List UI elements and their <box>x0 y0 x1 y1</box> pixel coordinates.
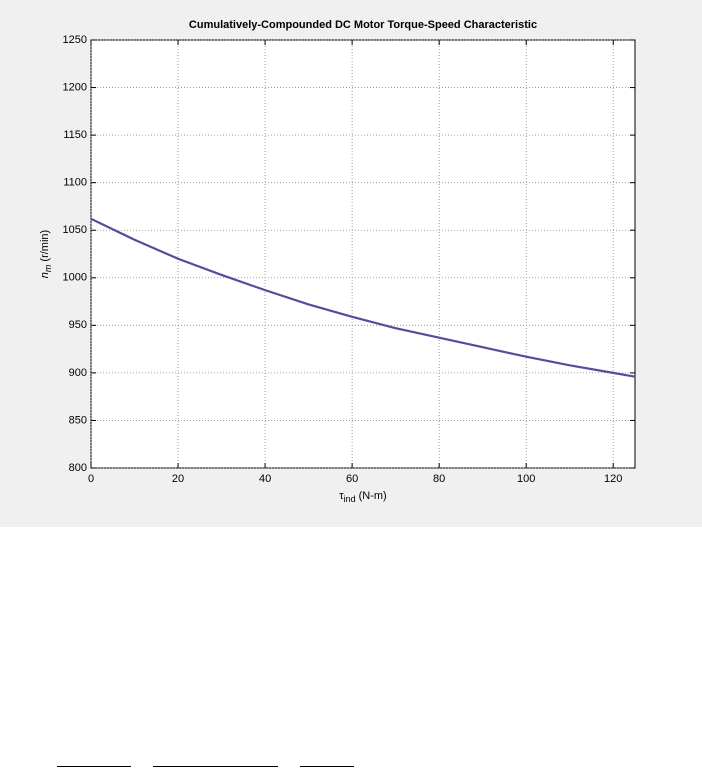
y-axis-label: nm(r/min) <box>39 230 53 278</box>
data-line <box>90 217 636 378</box>
y-tick-label: 1150 <box>63 129 87 141</box>
x-tick-label: 0 <box>88 473 94 485</box>
x-tick-label: 120 <box>604 473 622 485</box>
y-tick-label: 850 <box>69 414 87 426</box>
underline <box>300 766 354 767</box>
y-tick-label: 1200 <box>63 81 87 93</box>
y-tick-label: 950 <box>69 319 87 331</box>
y-tick-label: 800 <box>69 462 87 474</box>
x-tick-label: 100 <box>517 473 535 485</box>
x-axis-label: τind (N-m) <box>339 490 386 504</box>
x-tick-label: 80 <box>433 473 445 485</box>
y-tick-label: 1100 <box>63 177 87 189</box>
y-tick-label: 900 <box>69 367 87 379</box>
underline <box>153 766 278 767</box>
chart-title: Cumulatively-Compounded DC Motor Torque-… <box>189 19 537 31</box>
y-tick-label: 1000 <box>63 272 87 284</box>
x-tick-label: 40 <box>259 473 271 485</box>
x-tick-label: 20 <box>172 473 184 485</box>
y-tick-label: 1250 <box>63 34 87 46</box>
chart: Cumulatively-Compounded DC Motor Torque-… <box>0 0 702 527</box>
y-tick-label: 1050 <box>63 224 87 236</box>
plot-area <box>90 39 636 469</box>
underline <box>57 766 131 767</box>
x-tick-label: 60 <box>346 473 358 485</box>
